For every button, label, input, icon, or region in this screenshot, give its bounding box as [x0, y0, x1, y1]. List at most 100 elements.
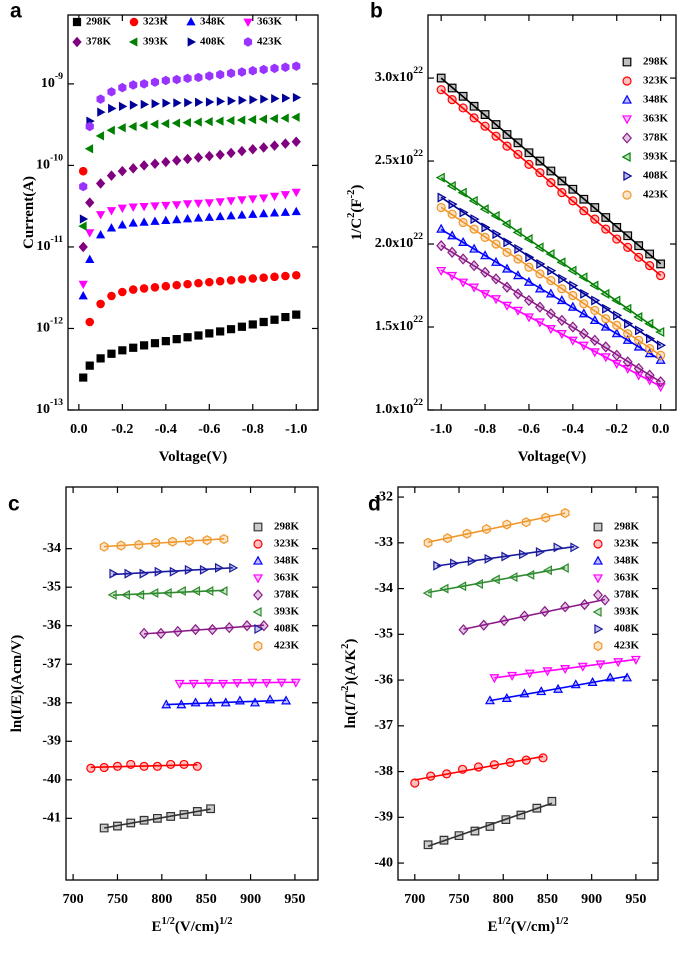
data-point: [139, 761, 149, 771]
x-tick-label: 800: [493, 892, 514, 907]
data-point: [545, 288, 556, 298]
data-point: [215, 276, 225, 286]
data-point: [260, 94, 269, 104]
data-point: [622, 356, 633, 368]
data-point: [150, 339, 160, 348]
fit-line: [112, 567, 233, 576]
legend-label: 348K: [643, 94, 669, 106]
x-tick-label: -0.2: [606, 422, 628, 437]
data-point: [532, 803, 542, 813]
x-tick-label: 850: [196, 892, 217, 907]
data-point: [601, 314, 611, 324]
data-point: [570, 542, 580, 553]
data-point: [226, 68, 236, 78]
data-point: [128, 121, 137, 132]
data-point: [226, 325, 236, 334]
data-point: [216, 69, 225, 80]
data-point: [567, 321, 578, 333]
data-point: [568, 196, 578, 206]
y-tick-label: -41: [42, 811, 61, 826]
data-point: [553, 683, 564, 693]
y-tick-label: 10-12: [36, 316, 63, 336]
legend-marker: [592, 606, 602, 618]
data-point: [623, 329, 633, 339]
data-point: [633, 371, 644, 381]
data-point: [269, 113, 278, 124]
fit-line: [489, 675, 628, 702]
data-point: [556, 257, 566, 268]
data-point: [194, 72, 203, 83]
data-point: [237, 322, 247, 331]
y-tick-label: 1.0x1022: [375, 397, 423, 417]
data-point: [161, 156, 171, 168]
data-point: [557, 284, 567, 294]
data-point: [218, 679, 229, 689]
data-point: [568, 290, 578, 301]
data-point: [534, 318, 545, 328]
data-point: [96, 354, 105, 363]
label-part: ): [343, 639, 359, 644]
data-point: [99, 541, 109, 552]
data-point: [172, 201, 182, 210]
data-point: [78, 280, 88, 290]
data-point: [624, 318, 634, 329]
data-point: [224, 621, 235, 634]
y-tick-label: 10-11: [36, 234, 63, 254]
x-tick-label: -1.0: [285, 422, 307, 437]
y-tick-label: -37: [374, 718, 393, 733]
data-point: [85, 254, 95, 263]
data-point: [172, 155, 182, 166]
legend-marker: [621, 115, 633, 125]
data-point: [491, 256, 502, 266]
x-tick-label: 950: [625, 892, 646, 907]
data-point: [118, 82, 127, 93]
data-point: [166, 759, 176, 770]
tick-base: 2.5x10: [375, 153, 414, 168]
tick-base: 10: [36, 321, 50, 336]
data-point: [473, 762, 484, 772]
legend-marker: [72, 17, 82, 27]
data-point: [139, 815, 149, 825]
y-tick-label: 10-9: [41, 71, 63, 91]
data-point: [578, 308, 589, 318]
data-point: [118, 101, 128, 112]
data-point: [171, 118, 181, 128]
data-point: [194, 278, 203, 288]
y-axis-title: Current(A): [21, 176, 37, 249]
legend-marker: [623, 170, 633, 182]
data-point: [161, 337, 170, 346]
data-point: [280, 138, 291, 149]
data-point: [269, 208, 280, 217]
legend-label: 363K: [257, 16, 283, 28]
data-point: [172, 74, 181, 85]
tick-base: 10: [36, 402, 50, 417]
data-point: [577, 662, 588, 672]
data-point: [502, 519, 512, 530]
data-point: [469, 283, 480, 293]
data-point: [258, 620, 269, 632]
data-point: [128, 163, 138, 174]
data-point: [482, 524, 491, 535]
data-point: [589, 334, 600, 346]
data-point: [183, 73, 192, 84]
legend-label: 348K: [200, 16, 226, 28]
data-point: [226, 276, 236, 285]
data-point: [458, 236, 469, 247]
data-point: [291, 136, 301, 148]
data-point: [291, 206, 301, 216]
data-point: [447, 271, 458, 281]
data-point: [600, 341, 611, 353]
data-point: [513, 138, 523, 148]
data-point: [269, 192, 280, 202]
x-tick-label: 0.0: [70, 422, 88, 437]
data-point: [113, 821, 122, 831]
data-point: [534, 242, 544, 253]
data-point: [600, 353, 611, 363]
data-point: [519, 610, 530, 622]
data-point: [188, 679, 199, 689]
tick-base: 10: [36, 239, 50, 254]
data-point: [118, 346, 127, 355]
data-point: [237, 145, 247, 157]
data-point: [457, 187, 467, 198]
data-point: [161, 281, 171, 291]
